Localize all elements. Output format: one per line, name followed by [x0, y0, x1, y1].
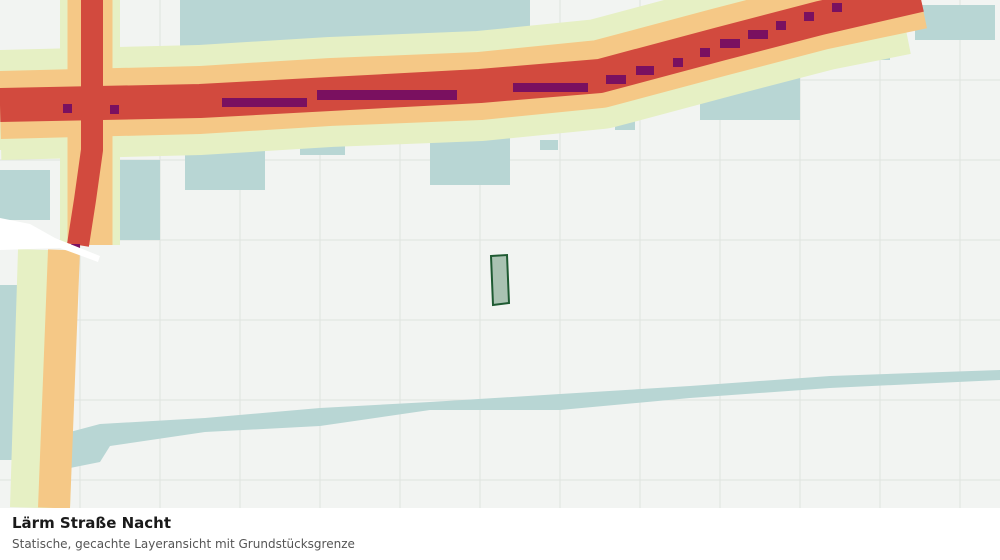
noise-peak-cell: [720, 39, 740, 48]
caption: Lärm Straße Nacht Statische, gecachte La…: [0, 508, 1000, 560]
noise-peak-cell: [673, 58, 683, 67]
noise-peak-cell: [317, 90, 457, 100]
noise-peak-cell: [776, 21, 786, 30]
map-title: Lärm Straße Nacht: [12, 514, 172, 532]
map-subtitle: Statische, gecachte Layeransicht mit Gru…: [12, 537, 355, 551]
noise-peak-cell: [636, 66, 654, 75]
noise-peak-cell: [832, 3, 842, 12]
noise-peak-cell: [110, 105, 119, 114]
noise-patch: [540, 140, 558, 150]
noise-peak-cell: [513, 83, 588, 92]
noise-patch: [120, 160, 160, 240]
road-noise: [0, 0, 927, 508]
noise-band-high: [0, 0, 924, 122]
parcel-boundary: [489, 253, 511, 307]
noise-peak-cell: [804, 12, 814, 21]
noise-peak-cell: [748, 30, 768, 39]
noise-patch: [915, 5, 995, 40]
noise-band-mid: [38, 249, 80, 508]
noise-peak-cell: [222, 98, 307, 107]
noise-strip: [70, 370, 1000, 468]
noise-peak-cell: [63, 104, 72, 113]
noise-peak-cell: [606, 75, 626, 84]
noise-band-high: [67, 0, 103, 247]
unmapped-area: [0, 218, 100, 262]
noise-peak-cell: [700, 48, 710, 57]
noise-patch: [0, 170, 50, 220]
noise-map: [0, 0, 1000, 508]
